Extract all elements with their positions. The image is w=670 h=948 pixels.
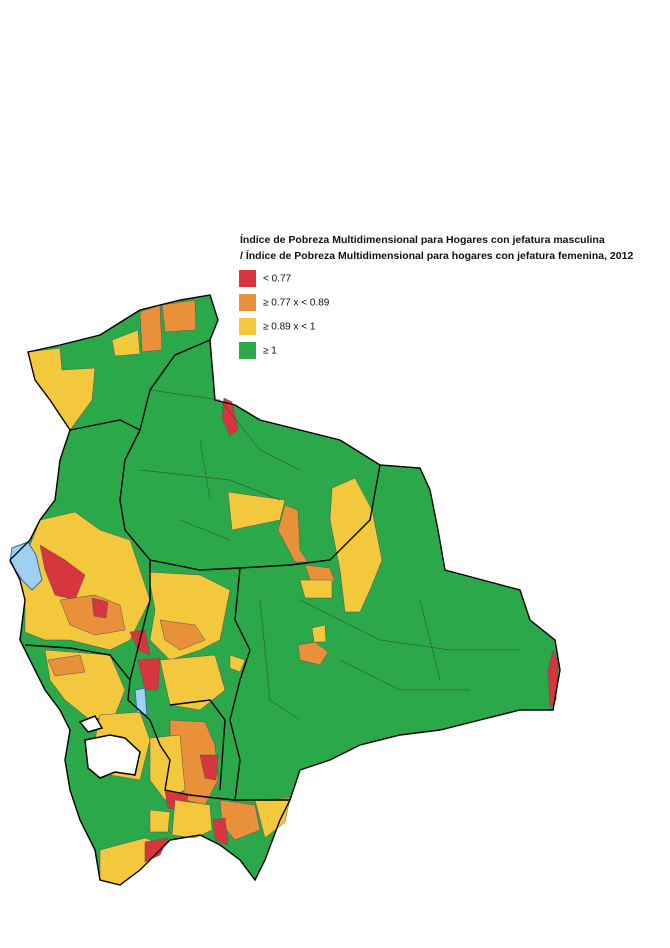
region <box>139 304 163 353</box>
legend-label: ≥ 0.77 x < 0.89 <box>263 298 330 309</box>
region <box>159 619 206 651</box>
map-body <box>9 294 561 886</box>
legend-swatch <box>239 294 256 311</box>
legend-swatch <box>239 342 256 359</box>
region <box>227 491 286 531</box>
province-border <box>139 389 520 721</box>
region <box>299 579 333 599</box>
region <box>161 299 197 333</box>
legend: < 0.77 ≥ 0.77 x < 0.89 ≥ 0.89 x < 1 ≥ 1 <box>239 270 330 359</box>
region <box>254 797 291 839</box>
region <box>311 624 327 643</box>
region <box>199 754 219 781</box>
region <box>144 837 169 863</box>
region <box>47 654 86 677</box>
legend-swatch <box>239 270 256 287</box>
region <box>137 657 161 691</box>
legend-swatch <box>239 318 256 335</box>
department-border <box>229 567 290 801</box>
map-title: Índice de Pobreza Multidimensional para … <box>240 233 605 246</box>
region <box>59 594 126 636</box>
region <box>159 654 226 711</box>
department-border <box>169 699 226 791</box>
region <box>329 477 383 613</box>
region <box>229 654 246 673</box>
salt-flat <box>84 734 141 779</box>
region <box>171 799 213 839</box>
map-title: / Índice de Pobreza Multidimensional par… <box>240 249 633 262</box>
department-border <box>69 419 141 431</box>
region <box>277 504 309 563</box>
department-border <box>119 339 381 571</box>
region <box>304 564 336 583</box>
region <box>212 817 229 846</box>
legend-label: < 0.77 <box>263 274 292 285</box>
department-border <box>129 560 151 681</box>
department-border <box>24 644 236 801</box>
legend-label: ≥ 0.89 x < 1 <box>263 322 316 333</box>
region <box>149 809 171 833</box>
salt-flat <box>78 715 104 733</box>
region <box>91 597 109 619</box>
department-border <box>9 294 561 886</box>
region <box>297 641 329 666</box>
legend-label: ≥ 1 <box>263 346 277 357</box>
region <box>111 329 141 357</box>
